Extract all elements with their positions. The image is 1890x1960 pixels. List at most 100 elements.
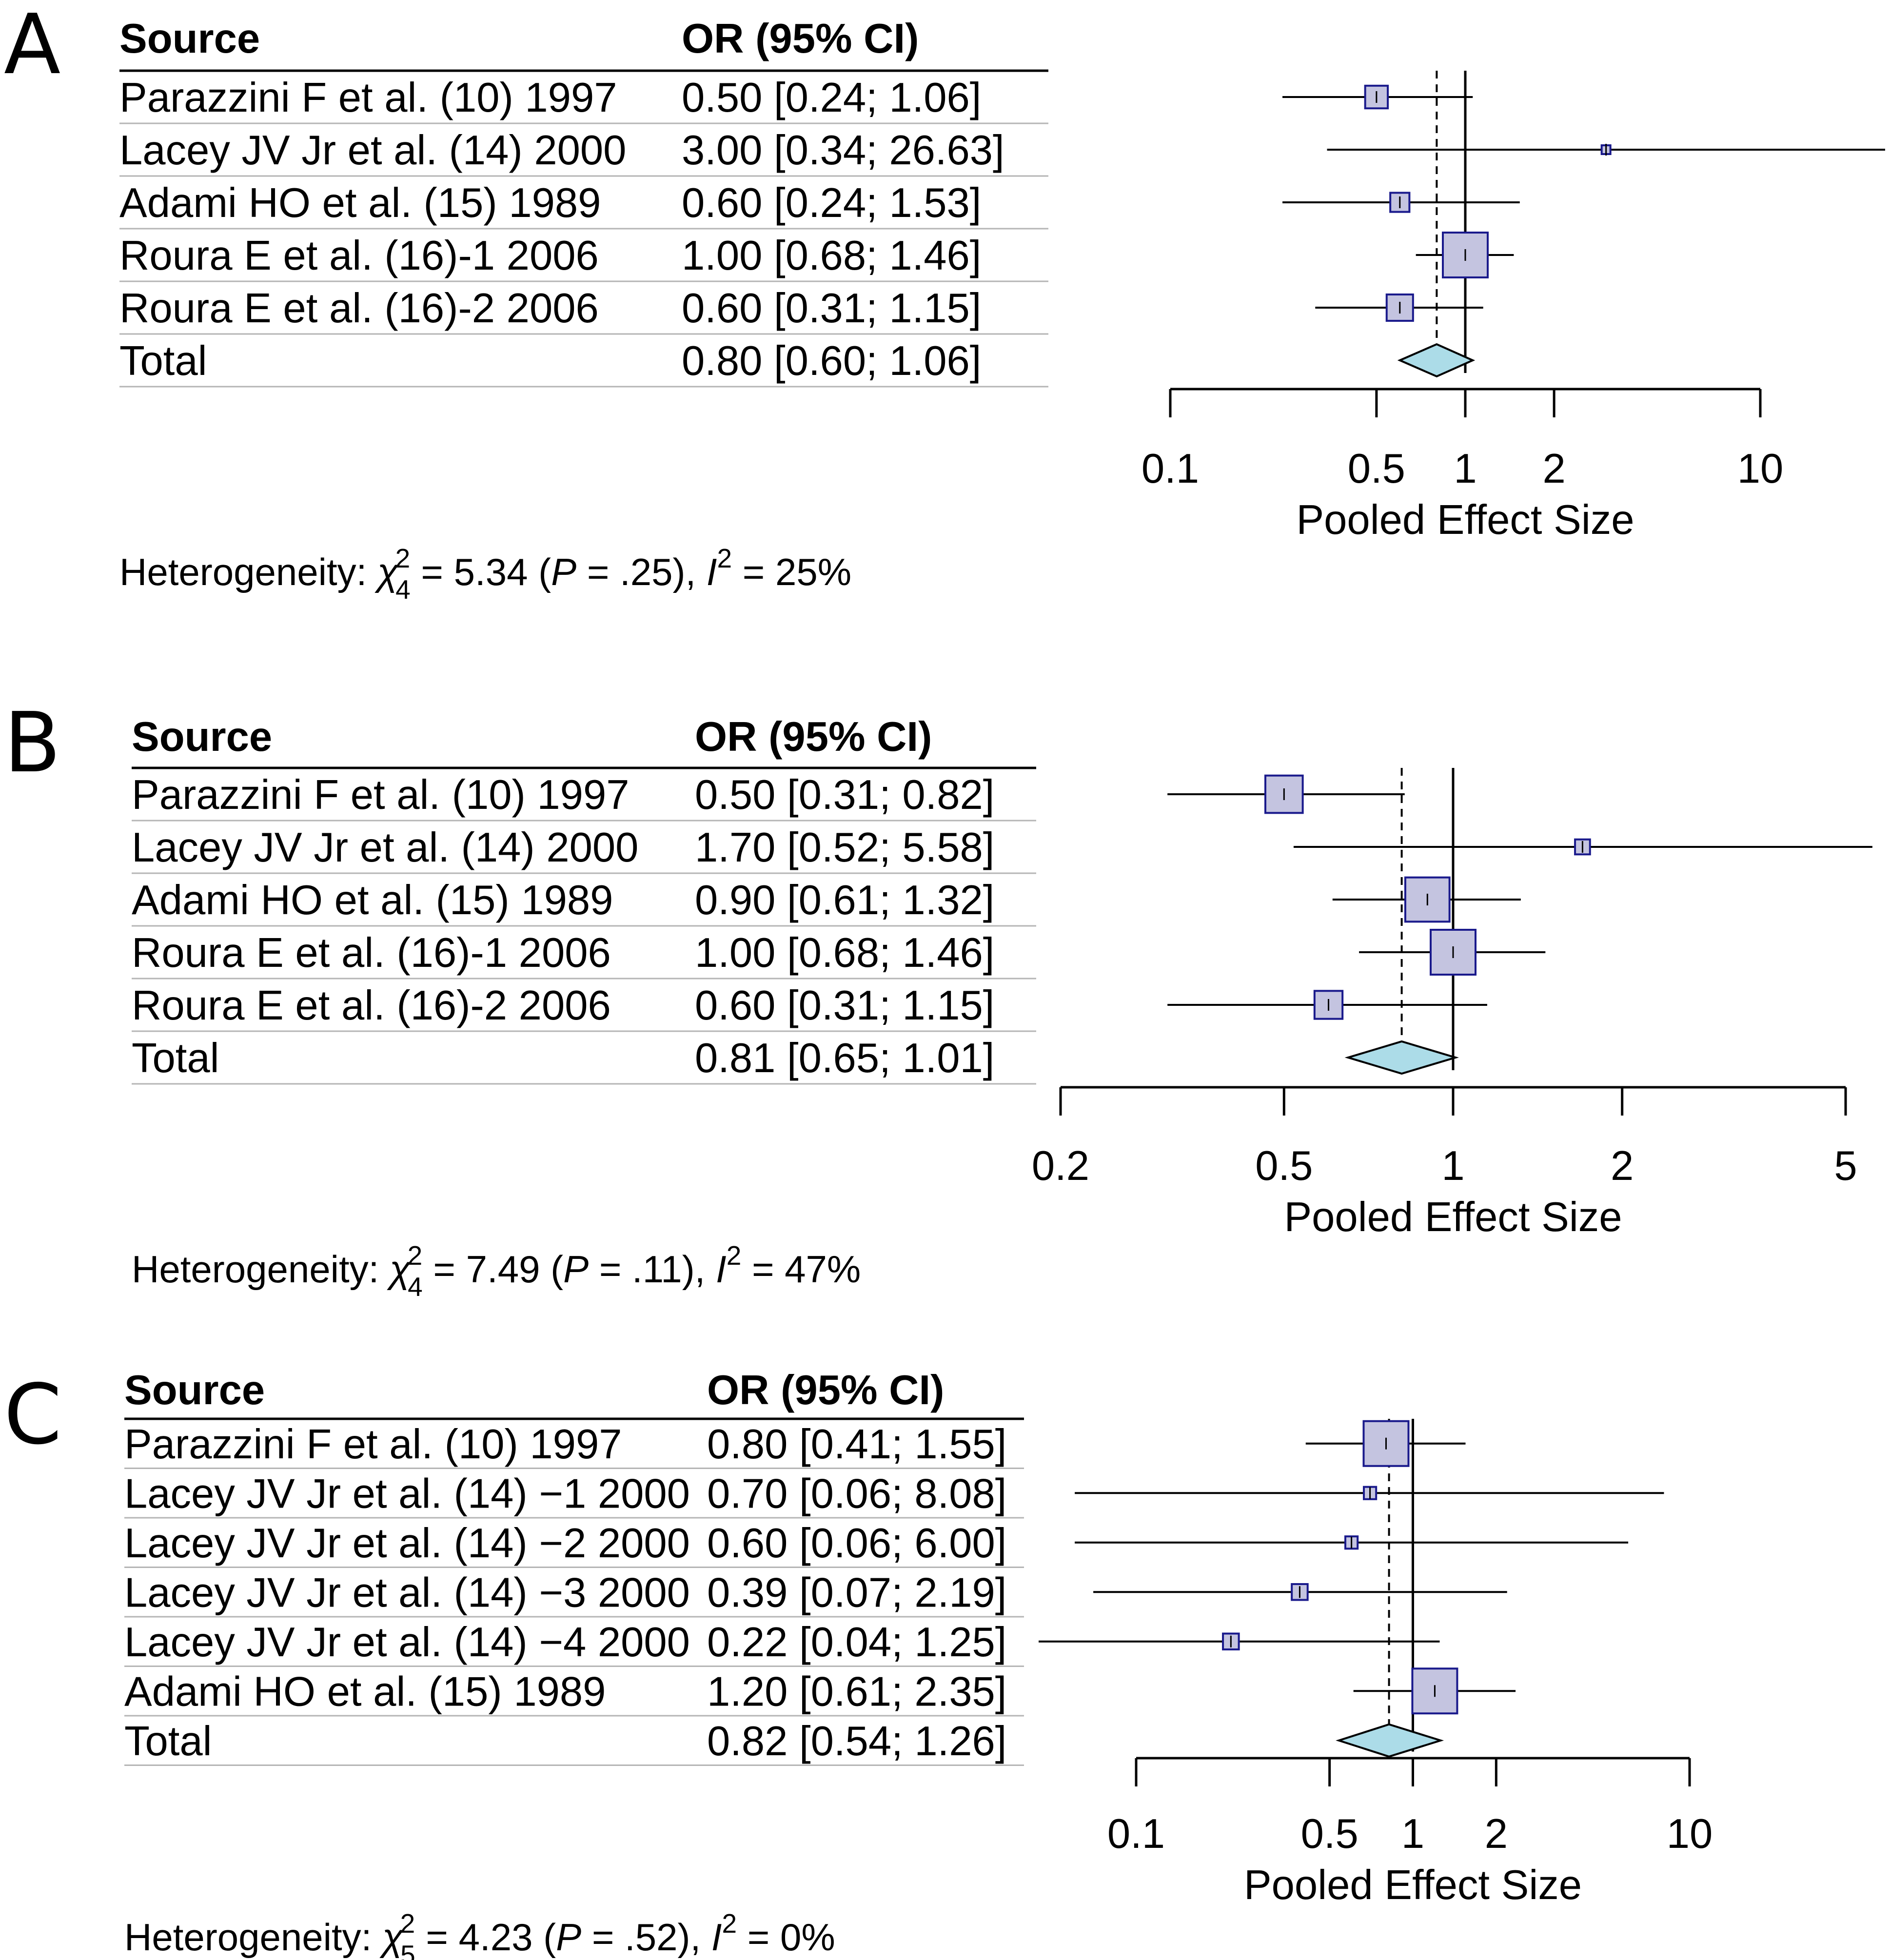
x-tick-label: 10 [1737,446,1784,492]
study-source: Roura E et al. (16)-2 2006 [119,285,599,332]
het-p-symbol: P [556,1916,581,1959]
x-tick-label: 0.1 [1142,446,1199,492]
x-tick-label: 1 [1441,1143,1464,1189]
x-axis-label: Pooled Effect Size [1284,1194,1622,1240]
het-prefix: Heterogeneity: [119,550,377,593]
forest-panel-a: A Source OR (95% CI) Parazzini F et al. (10… [4,0,1885,605]
x-tick-label: 0.5 [1348,446,1405,492]
x-tick-label: 2 [1485,1811,1508,1857]
study-or-ci: 0.60 [0.24; 1.53] [682,180,981,226]
study-source: Parazzini F et al. (10) 1997 [132,772,630,818]
study-row: Parazzini F et al. (10) 1997 0.80 [0.41; … [124,1420,1466,1469]
het-p-symbol: P [563,1248,589,1291]
study-source: Lacey JV Jr et al. (14) 2000 [132,824,638,871]
x-axis-label: Pooled Effect Size [1244,1862,1582,1908]
het-i-value: = 0% [737,1916,835,1959]
het-chi-df: 4 [408,1272,423,1302]
column-header-source: Source [119,16,260,62]
x-tick-label: 5 [1834,1143,1857,1189]
heterogeneity-stats: Heterogeneity: χ2 4 = 7.49 (P = .11), I2 … [132,1240,861,1302]
study-or-ci: 1.00 [0.68; 1.46] [682,233,981,279]
study-row: Lacey JV Jr et al. (14) −3 2000 0.39 [0.0… [124,1569,1507,1618]
study-or-ci: 0.70 [0.06; 8.08] [707,1470,1006,1517]
study-source: Parazzini F et al. (10) 1997 [119,75,617,121]
study-row: Roura E et al. (16)-1 2006 1.00 [0.68; 1.… [119,232,1514,282]
study-row: Roura E et al. (16)-1 2006 1.00 [0.68; 1.… [132,929,1546,980]
het-chi-value: = 7.49 ( [423,1248,563,1291]
x-tick-label: 2 [1542,446,1565,492]
pooled-diamond [1397,343,1476,378]
study-or-ci: 0.39 [0.07; 2.19] [707,1569,1006,1616]
study-source: Lacey JV Jr et al. (14) −2 2000 [124,1520,690,1567]
x-axis: 0.1 0.5 1 2 10 Pooled Effect Size [1107,1757,1713,1908]
heterogeneity-stats: Heterogeneity: χ2 4 = 5.34 (P = .25), I2 … [119,543,851,605]
x-tick-label: 0.1 [1107,1811,1165,1857]
study-source: Adami HO et al. (15) 1989 [124,1668,606,1715]
study-row: Adami HO et al. (15) 1989 0.90 [0.61; 1.3… [132,876,1521,927]
study-or-ci: 0.90 [0.61; 1.32] [695,877,994,923]
het-i-sup: 2 [722,1908,737,1939]
study-row: Lacey JV Jr et al. (14) 2000 1.70 [0.52; … [132,824,1872,874]
x-axis-label: Pooled Effect Size [1296,497,1634,543]
study-source: Lacey JV Jr et al. (14) −4 2000 [124,1619,690,1666]
het-p-value: = .52), [581,1916,711,1959]
study-row: Adami HO et al. (15) 1989 0.60 [0.24; 1.5… [119,180,1520,230]
study-row: Roura E et al. (16)-2 2006 0.60 [0.31; 1.… [132,982,1487,1032]
total-or-ci: 0.81 [0.65; 1.01] [695,1035,994,1081]
het-chi-sup: 2 [408,1240,423,1271]
het-chi-symbol: χ [374,550,399,593]
column-header-or: OR (95% CI) [707,1367,944,1413]
het-p-value: = .11), [589,1248,716,1291]
study-or-ci: 0.50 [0.24; 1.06] [682,75,981,121]
forest-panel-c: C Source OR (95% CI) Parazzini F et al. (10… [4,1367,1713,1960]
column-header-or: OR (95% CI) [695,714,932,760]
het-chi-sup: 2 [395,543,411,573]
study-source: Roura E et al. (16)-1 2006 [132,930,611,976]
study-or-ci: 0.60 [0.31; 1.15] [682,285,981,332]
study-source: Parazzini F et al. (10) 1997 [124,1421,622,1468]
x-axis: 0.2 0.5 1 2 5 Pooled Effect Size [1032,1086,1857,1240]
x-tick-label: 1 [1401,1811,1424,1857]
het-chi-df: 5 [400,1940,415,1960]
het-chi-symbol: χ [387,1248,411,1291]
het-chi-symbol: χ [379,1916,404,1959]
study-or-ci: 0.60 [0.06; 6.00] [707,1520,1006,1567]
x-tick-label: 0.2 [1032,1143,1089,1189]
study-source: Adami HO et al. (15) 1989 [132,877,613,923]
panel-label: B [4,695,61,791]
study-source: Roura E et al. (16)-1 2006 [119,233,599,279]
x-tick-label: 0.5 [1301,1811,1358,1857]
study-or-ci: 0.80 [0.41; 1.55] [707,1421,1006,1468]
study-source: Adami HO et al. (15) 1989 [119,180,601,226]
het-chi-value: = 5.34 ( [411,550,551,593]
het-i-sup: 2 [727,1240,742,1271]
x-tick-label: 2 [1611,1143,1634,1189]
study-row: Parazzini F et al. (10) 1997 0.50 [0.24; … [119,75,1473,124]
het-p-symbol: P [551,550,576,593]
het-prefix: Heterogeneity: [132,1248,390,1291]
het-chi-sup: 2 [400,1908,415,1939]
total-label: Total [132,1035,219,1081]
het-i-value: = 47% [741,1248,861,1291]
column-header-source: Source [132,714,272,760]
study-row: Roura E et al. (16)-2 2006 0.60 [0.31; 1.… [119,285,1483,335]
total-or-ci: 0.82 [0.54; 1.26] [707,1718,1006,1764]
het-prefix: Heterogeneity: [124,1916,382,1959]
het-i-symbol: I [711,1916,722,1959]
study-or-ci: 1.70 [0.52; 5.58] [695,824,994,871]
het-chi-value: = 4.23 ( [415,1916,556,1959]
total-label: Total [119,338,207,384]
heterogeneity-stats: Heterogeneity: χ2 5 = 4.23 (P = .52), I2 … [124,1908,835,1960]
study-source: Lacey JV Jr et al. (14) −3 2000 [124,1569,690,1616]
het-i-symbol: I [716,1248,727,1291]
forest-panel-b: B Source OR (95% CI) Parazzini F et al. (10… [4,695,1872,1302]
study-row: Lacey JV Jr et al. (14) 2000 3.00 [0.34; … [119,127,1885,177]
study-source: Lacey JV Jr et al. (14) 2000 [119,127,626,174]
x-tick-label: 10 [1667,1811,1713,1857]
study-or-ci: 0.60 [0.31; 1.15] [695,982,994,1029]
study-row: Lacey JV Jr et al. (14) −1 2000 0.70 [0.0… [124,1470,1664,1519]
x-tick-label: 1 [1454,446,1477,492]
panel-label: A [4,0,60,93]
study-or-ci: 1.20 [0.61; 2.35] [707,1668,1006,1715]
